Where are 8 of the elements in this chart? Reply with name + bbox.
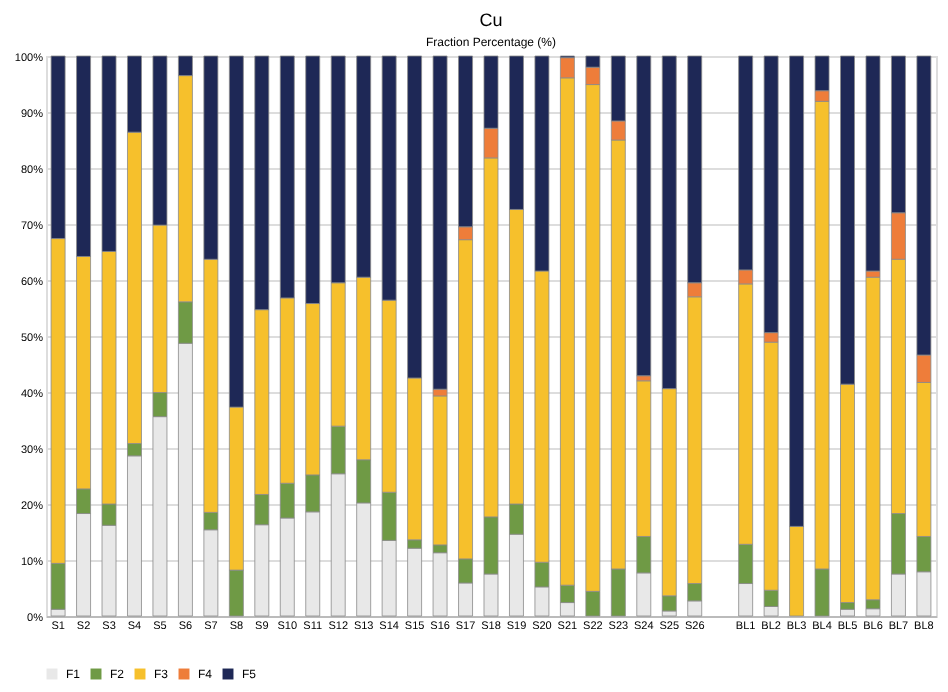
bar <box>636 55 652 377</box>
bar <box>865 55 881 272</box>
bar <box>840 608 855 617</box>
chart-title: Cu <box>479 10 503 30</box>
bar <box>432 55 448 390</box>
bar <box>865 276 881 601</box>
bar <box>865 608 881 617</box>
bar <box>432 395 448 546</box>
